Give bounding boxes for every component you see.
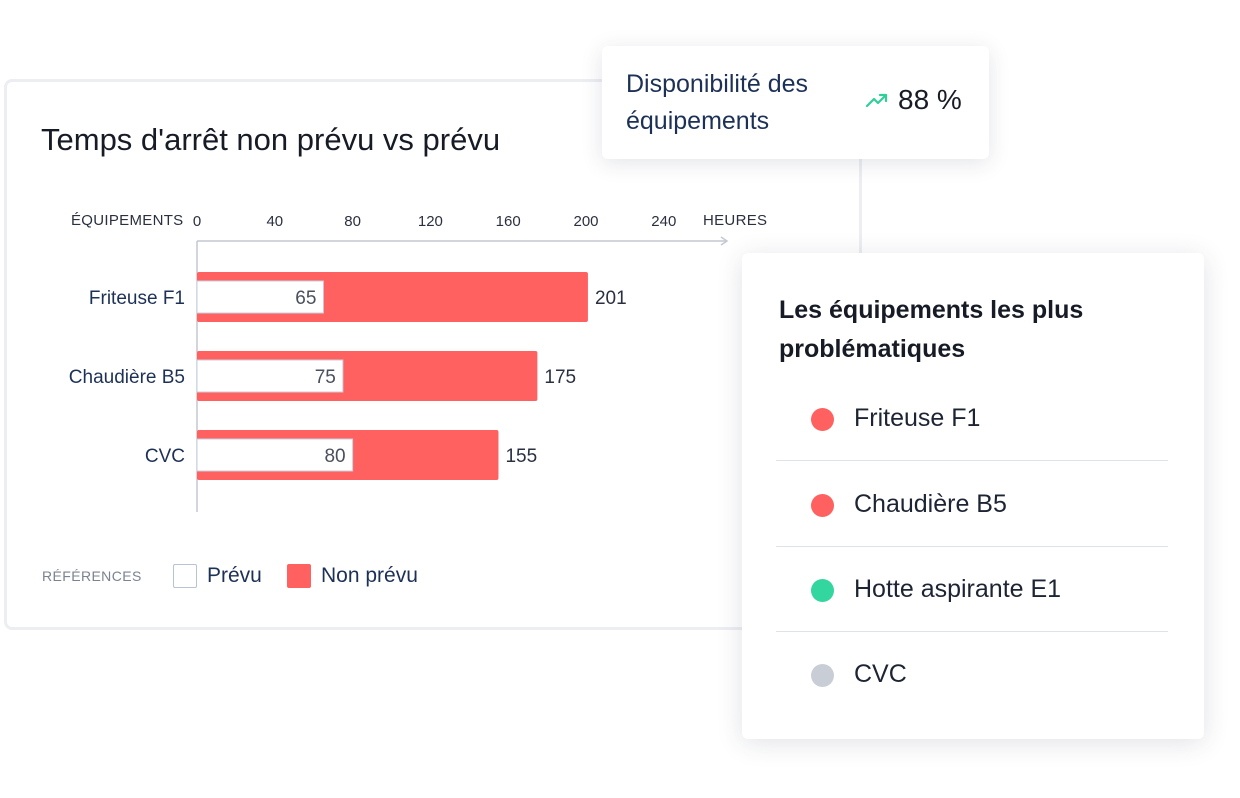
y-axis-caption: ÉQUIPEMENTS (71, 212, 184, 229)
legend-swatch-planned (173, 564, 197, 588)
x-axis-arrow (720, 236, 729, 246)
availability-kpi-card: Disponibilité des équipements 88 % (602, 46, 989, 159)
x-axis-caption: HEURES (703, 212, 768, 229)
x-tick-label: 80 (344, 213, 361, 230)
legend-label-planned: Prévu (207, 564, 262, 587)
legend-swatch-unplanned (287, 564, 311, 588)
status-dot (811, 664, 834, 687)
data-label-unplanned: 201 (595, 288, 627, 309)
data-label-unplanned: 155 (505, 446, 537, 467)
category-label: Chaudière B5 (69, 367, 185, 388)
category-label: Friteuse F1 (89, 288, 185, 309)
status-dot (811, 408, 834, 431)
legend-caption: RÉFÉRENCES (42, 568, 142, 584)
list-item-label: Friteuse F1 (854, 404, 981, 432)
legend-label-unplanned: Non prévu (321, 564, 418, 587)
problem-list-title: Les équipements les plus problématiques (779, 296, 1084, 363)
trend-up-icon (866, 93, 888, 108)
list-item-label: Hotte aspirante E1 (854, 575, 1062, 603)
data-label-planned: 80 (324, 446, 345, 467)
status-dot (811, 494, 834, 517)
bar-planned (196, 438, 354, 472)
data-label-unplanned: 175 (544, 367, 576, 388)
x-tick-label: 160 (496, 213, 521, 230)
x-tick-label: 120 (418, 213, 443, 230)
list-item-label: CVC (854, 660, 907, 688)
data-label-planned: 75 (315, 367, 336, 388)
category-label: CVC (145, 446, 185, 467)
x-tick-label: 240 (651, 213, 676, 230)
bar-planned (196, 280, 324, 314)
list-item[interactable]: Chaudière B5 (776, 462, 1168, 547)
problem-equipment-card: Les équipements les plus problématiques … (742, 253, 1204, 739)
kpi-value: 88 % (898, 84, 962, 115)
chart-title: Temps d'arrêt non prévu vs prévu (41, 122, 501, 157)
x-tick-label: 200 (573, 213, 598, 230)
list-item[interactable]: Hotte aspirante E1 (776, 547, 1168, 632)
list-item-label: Chaudière B5 (854, 490, 1007, 518)
status-dot (811, 579, 834, 602)
x-tick-label: 0 (193, 213, 201, 230)
list-item[interactable]: Friteuse F1 (776, 376, 1168, 461)
bar-planned (196, 359, 344, 393)
data-label-planned: 65 (295, 288, 316, 309)
x-tick-label: 40 (266, 213, 283, 230)
kpi-label: Disponibilité des équipements (626, 70, 809, 135)
list-item[interactable]: CVC (776, 632, 1168, 717)
